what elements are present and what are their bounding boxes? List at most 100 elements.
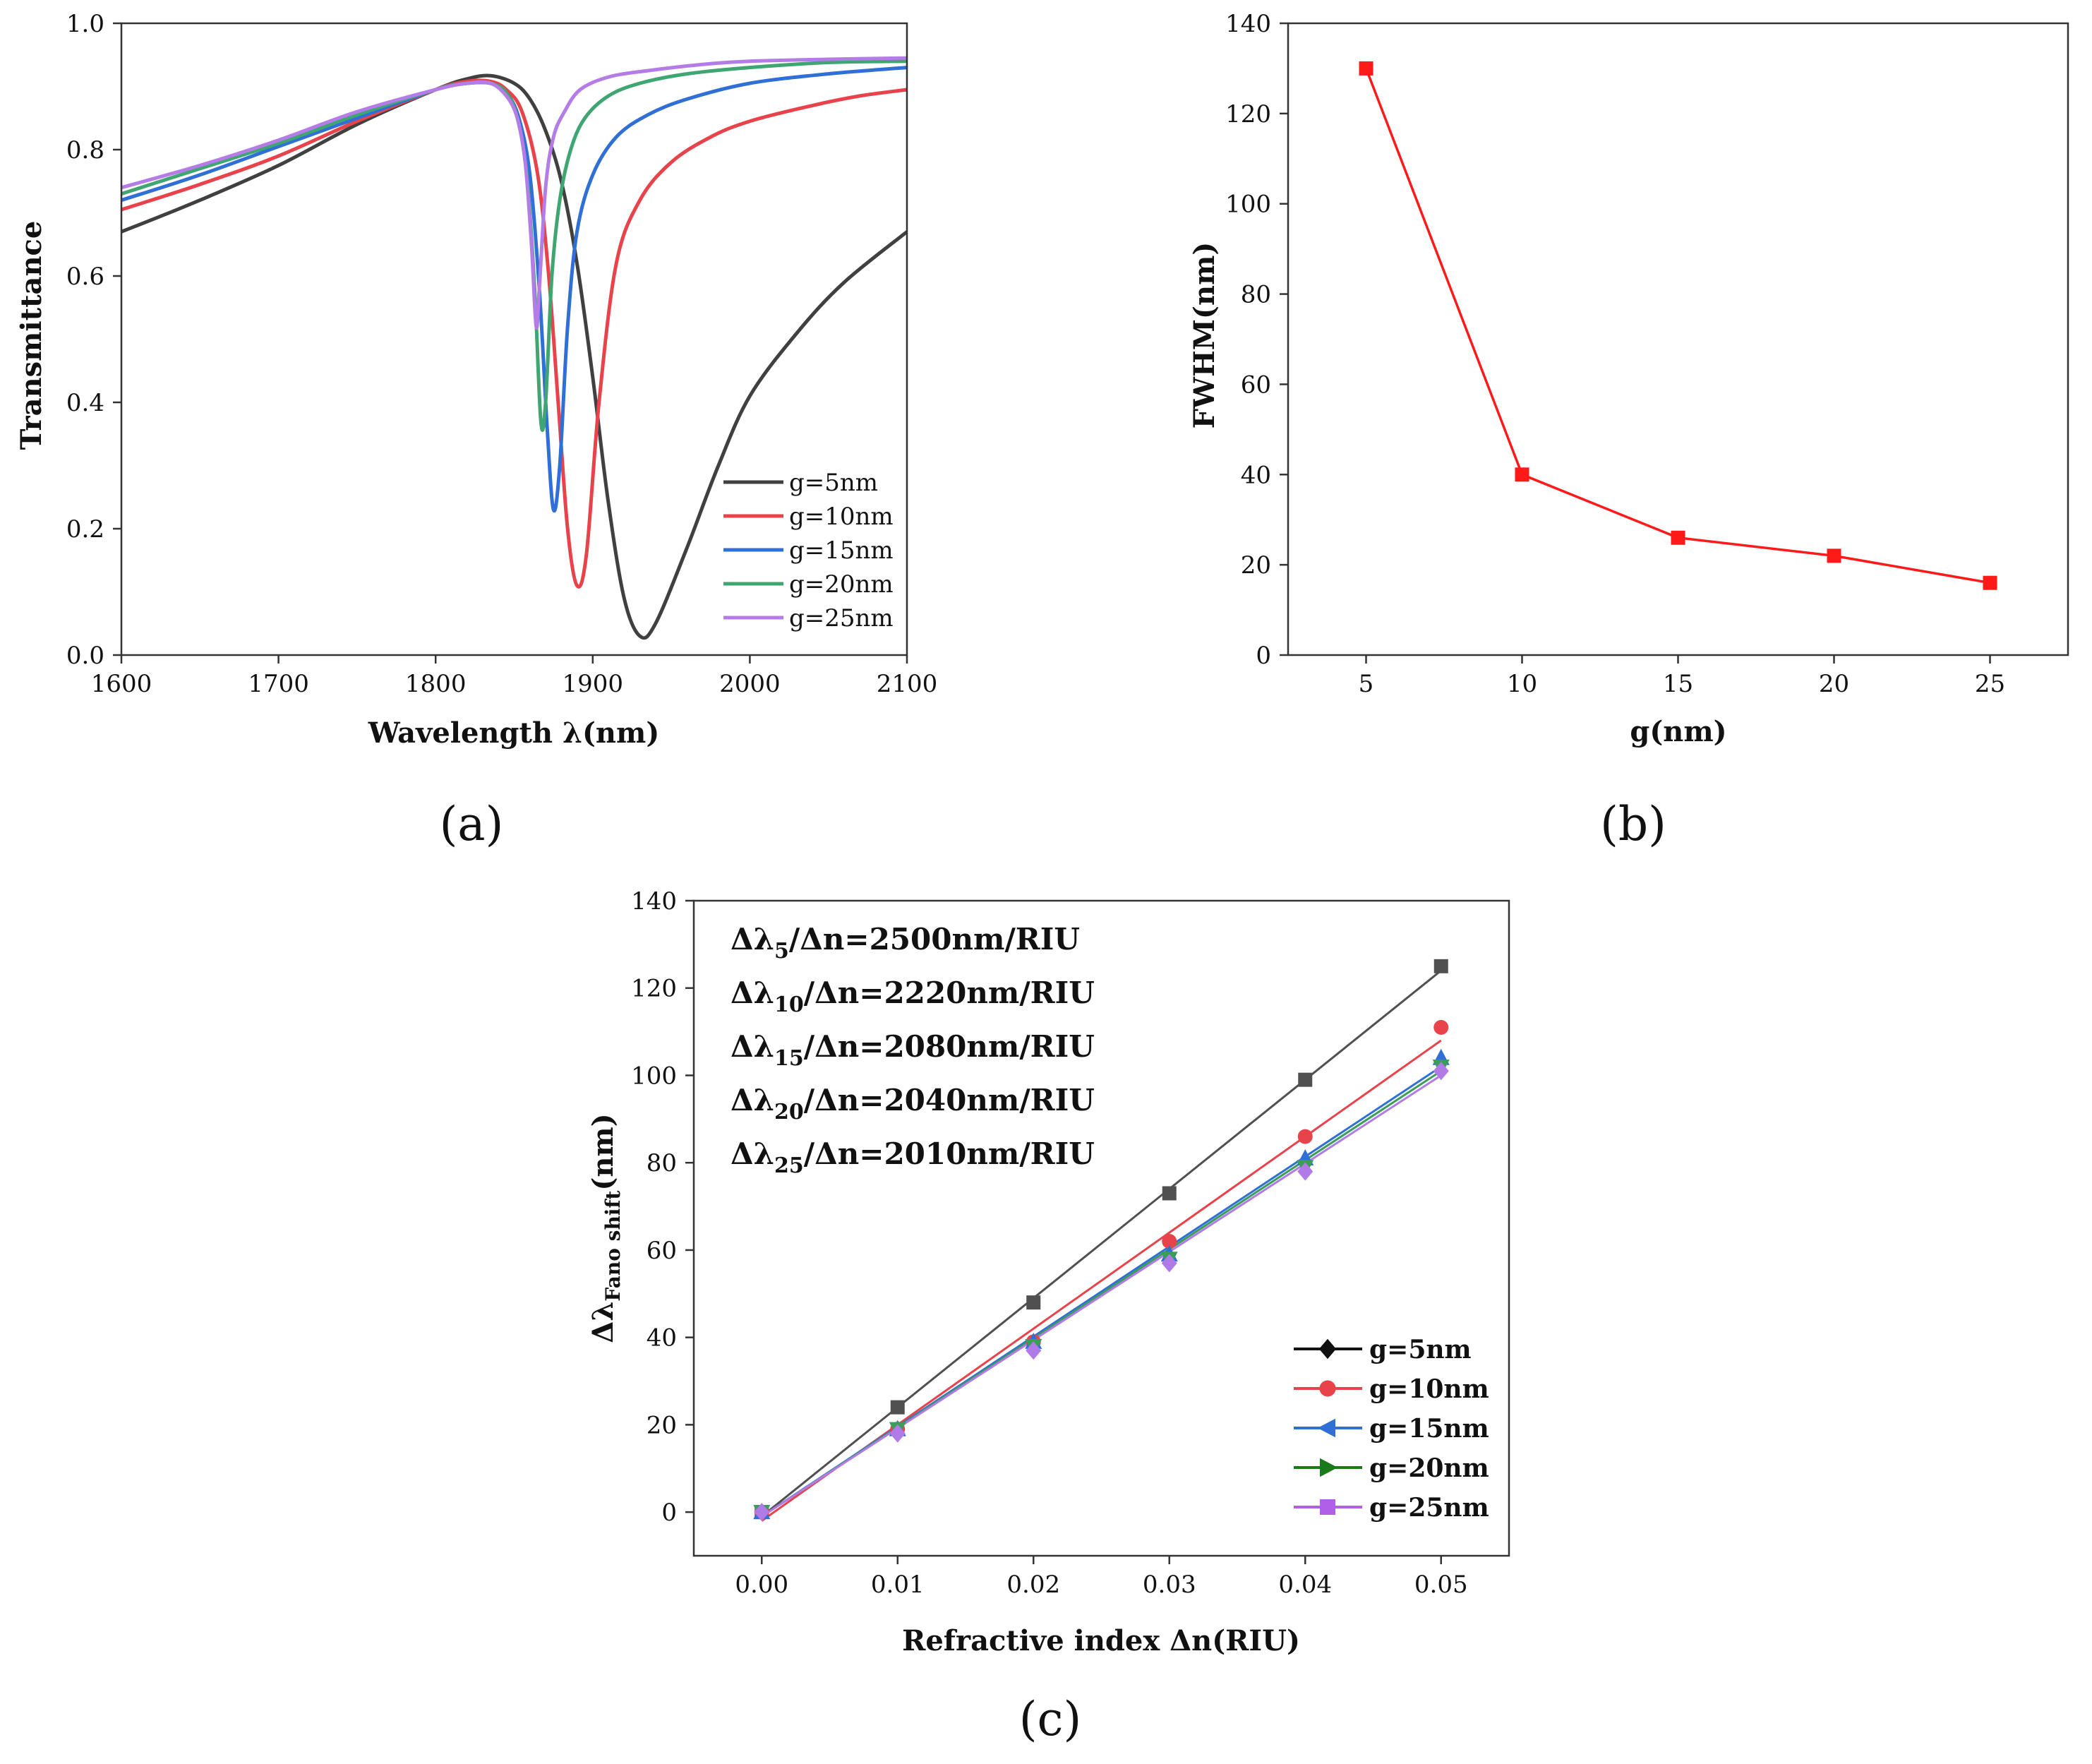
panel-a-x-tick-label: 2100 xyxy=(877,670,938,698)
panel-a-series-line xyxy=(121,66,908,513)
panel-c-y-axis-title-tail: (nm) xyxy=(587,1113,620,1190)
panel-b-x-tick-label: 10 xyxy=(1507,670,1537,698)
panel-c-annotation-symbol: Δλ xyxy=(731,922,774,956)
panel-b-y-tick-label: 60 xyxy=(1241,371,1271,399)
panel-c-y-tick-label: 80 xyxy=(647,1149,677,1177)
panel-a-legend-label: g=25nm xyxy=(789,604,894,632)
panel-c-annotation-subscript: 20 xyxy=(774,1100,804,1124)
panel-c-data-point xyxy=(1026,1341,1042,1360)
panel-c-y-tick-label: 60 xyxy=(647,1237,677,1265)
panel-b-label: (b) xyxy=(1600,797,1666,851)
panel-b-plot-frame xyxy=(1287,22,2069,656)
panel-a-x-tick-label: 1700 xyxy=(248,670,309,698)
panel-a-y-tick-label: 0.8 xyxy=(66,136,104,164)
panel-b-y-tick-label: 140 xyxy=(1225,10,1271,38)
panel-a-series-line xyxy=(121,59,908,432)
panel-c-annotation-value: /Δn=2500nm/RIU xyxy=(789,922,1080,956)
panel-c-data-point xyxy=(1433,959,1448,973)
panel-c-chart: 0.00 0.01 0.02 0.03 0.04 0.05 0 20 40 60 80 100 120 1… xyxy=(587,887,1510,1746)
panel-c-sensitivity-annotation: Δλ20/Δn=2040nm/RIU xyxy=(731,1083,1095,1124)
panel-a-x-tick-label: 1900 xyxy=(563,670,624,698)
panel-c-data-point xyxy=(1162,1186,1177,1201)
panel-b-y-tick-label: 100 xyxy=(1225,191,1271,219)
panel-b-y-tick-label: 20 xyxy=(1241,551,1271,580)
panel-c-data-point xyxy=(754,1503,770,1522)
panel-c-y-tick-label: 120 xyxy=(631,975,677,1003)
panel-c-data-point xyxy=(1162,1234,1177,1249)
panel-c-y-tick-label: 0 xyxy=(661,1499,677,1527)
panel-b-x-tick-label: 25 xyxy=(1975,670,2005,698)
panel-b-x-tick-label: 20 xyxy=(1819,670,1849,698)
panel-c-data-point xyxy=(890,1400,905,1415)
panel-c-annotation-symbol: Δλ xyxy=(731,976,774,1010)
panel-b-x-tick-label: 5 xyxy=(1359,670,1374,698)
panel-c-annotation-value: /Δn=2010nm/RIU xyxy=(804,1136,1095,1171)
panel-a-y-tick-label: 1.0 xyxy=(66,10,104,38)
panel-c-data-point xyxy=(1433,1062,1449,1081)
panel-c-fit-line xyxy=(761,1074,1442,1518)
panel-c-y-tick-label: 20 xyxy=(647,1411,677,1439)
panel-c-y-axis-title-main: Δλ xyxy=(587,1302,620,1343)
panel-c-legend-label: g=5nm xyxy=(1369,1335,1472,1364)
panel-a-chart: 1600 1700 1800 1900 2000 2100 0.0 0.2 0.4 0.6 0.8 1… xyxy=(15,10,937,851)
panel-c-annotation-subscript: 15 xyxy=(774,1046,804,1071)
panel-a-series-line xyxy=(121,73,908,640)
panel-c-y-axis-title: ΔλFano shift(nm) xyxy=(587,1113,625,1343)
panel-b-series-line xyxy=(1364,68,1990,584)
panel-c-annotation-symbol: Δλ xyxy=(731,1029,774,1064)
panel-c-annotation-value: /Δn=2080nm/RIU xyxy=(804,1029,1095,1064)
panel-c-sensitivity-annotation: Δλ5/Δn=2500nm/RIU xyxy=(731,922,1080,964)
panel-c-data-point xyxy=(889,1424,906,1443)
panel-b-x-tick-label: 15 xyxy=(1663,670,1693,698)
panel-c-legend-marker xyxy=(1320,1458,1338,1477)
panel-b-data-point xyxy=(1359,61,1373,76)
panel-b-y-tick-label: 120 xyxy=(1225,100,1271,128)
panel-b-y-tick-label: 40 xyxy=(1241,461,1271,489)
panel-a-y-axis-title: Transmittance xyxy=(15,221,48,450)
panel-c-data-point xyxy=(1298,1072,1313,1087)
panel-a-y-tick-label: 0.4 xyxy=(66,389,104,417)
panel-c-data-point xyxy=(1297,1162,1313,1181)
panel-c-annotation-value: /Δn=2040nm/RIU xyxy=(804,1083,1095,1117)
panel-c-y-axis-title-sub: Fano shift xyxy=(601,1191,625,1302)
panel-a-x-tick-label: 2000 xyxy=(719,670,781,698)
panel-c-x-tick-label: 0.05 xyxy=(1414,1571,1468,1599)
panel-c-data-point xyxy=(1026,1295,1041,1310)
panel-c-legend-label: g=15nm xyxy=(1369,1414,1489,1444)
panel-a-y-tick-label: 0.2 xyxy=(66,515,104,544)
panel-c-data-point xyxy=(1161,1254,1177,1273)
panel-c-x-tick-label: 0.01 xyxy=(871,1571,925,1599)
panel-c-y-tick-label: 100 xyxy=(631,1062,677,1090)
panel-b-y-tick-label: 0 xyxy=(1256,642,1271,670)
panel-a-x-tick-label: 1800 xyxy=(405,670,467,698)
panel-c-annotation-subscript: 10 xyxy=(774,992,804,1017)
panel-a-label: (a) xyxy=(440,797,504,851)
panel-c-plot-frame xyxy=(692,899,1510,1557)
panel-a-plot-frame xyxy=(120,22,908,656)
panel-b-data-point xyxy=(1671,530,1685,545)
panel-c-legend-label: g=25nm xyxy=(1369,1493,1489,1523)
panel-b-chart: 5 10 15 20 25 0 20 40 60 80 100 120 140 g(nm) FWHM(n… xyxy=(1188,10,2069,851)
panel-c-legend-marker xyxy=(1318,1338,1337,1360)
panel-c-x-tick-label: 0.00 xyxy=(735,1571,788,1599)
panel-c-legend-label: g=10nm xyxy=(1369,1374,1489,1404)
panel-c-annotation-value: /Δn=2220nm/RIU xyxy=(804,976,1095,1010)
panel-b-y-axis-title: FWHM(nm) xyxy=(1188,242,1221,429)
panel-a-y-tick-label: 0.0 xyxy=(66,642,104,670)
panel-c-sensitivity-annotation: Δλ25/Δn=2010nm/RIU xyxy=(731,1136,1095,1178)
panel-b-data-point xyxy=(1515,467,1529,482)
panel-c-legend-marker xyxy=(1320,1499,1335,1515)
panel-c-annotation-symbol: Δλ xyxy=(731,1136,774,1171)
panel-a-x-tick-label: 1600 xyxy=(91,670,152,698)
panel-b-y-tick-label: 80 xyxy=(1241,281,1271,309)
panel-c-x-tick-label: 0.03 xyxy=(1143,1571,1196,1599)
panel-a-y-tick-label: 0.6 xyxy=(66,263,104,291)
panel-a-legend-label: g=10nm xyxy=(789,503,894,531)
panel-a-legend-label: g=5nm xyxy=(789,469,878,497)
panel-c-legend-marker xyxy=(1317,1418,1335,1438)
panel-b-data-point xyxy=(1827,548,1841,563)
panel-b-data-point xyxy=(1983,575,1997,590)
panel-c-annotation-symbol: Δλ xyxy=(731,1083,774,1117)
panel-c-data-point xyxy=(1297,1129,1313,1144)
